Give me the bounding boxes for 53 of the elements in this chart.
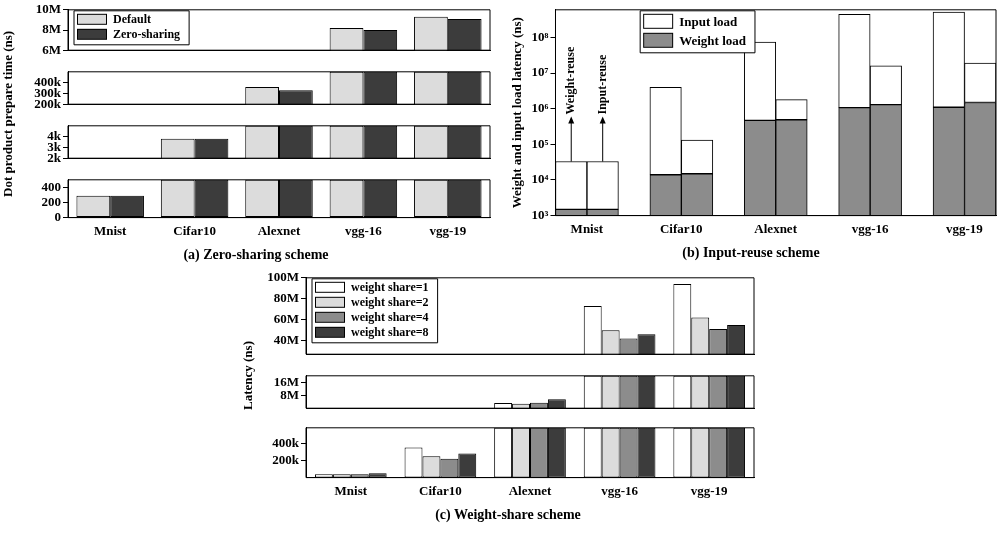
x-tick-label: Alexnet: [257, 222, 301, 238]
y-tick-label: 60M: [273, 311, 299, 327]
y-tick-label: 400k: [272, 434, 300, 450]
y-tick-label: 10⁸: [531, 28, 549, 44]
y-tick-label: 8M: [42, 21, 61, 37]
legend-label: Weight load: [679, 32, 747, 48]
x-tick-label: vgg-19: [690, 482, 729, 498]
y-tick-label: 10³: [531, 206, 549, 222]
x-tick-label: vgg-19: [946, 220, 984, 236]
x-tick-label: Mnist: [570, 220, 604, 236]
legend-label: Default: [113, 12, 151, 27]
x-tick-label: vgg-16: [601, 482, 639, 498]
text: (c) Weight-share scheme: [435, 507, 581, 524]
x-tick-label: Alexnet: [754, 220, 798, 236]
y-tick-label: 200: [41, 193, 61, 209]
text: (b) Input-reuse scheme: [682, 245, 820, 262]
y-tick-label: 10⁷: [531, 64, 549, 80]
legend-label: weight share=8: [351, 325, 429, 340]
y-tick-label: 100M: [267, 269, 299, 285]
annotation: Weight-reuse: [563, 46, 578, 115]
y-tick-label: 10⁵: [531, 135, 549, 151]
y-tick-label: 10⁴: [531, 171, 549, 187]
x-tick-label: Mnist: [334, 482, 368, 498]
legend-label: weight share=1: [351, 280, 429, 295]
y-tick-label: 10M: [35, 1, 61, 17]
x-tick-label: vgg-16: [344, 222, 383, 238]
y-axis-title: Latency (ns): [240, 340, 256, 413]
y-tick-label: 0: [54, 208, 61, 224]
x-tick-label: Mnist: [93, 222, 128, 238]
text: (a) Zero-sharing scheme: [183, 247, 329, 264]
y-tick-label: 8M: [280, 387, 299, 403]
legend-label: weight share=2: [351, 295, 429, 310]
y-axis-title: Dot product prepare time (ns): [0, 29, 16, 199]
x-tick-label: Cifar10: [419, 482, 462, 498]
y-tick-label: 16M: [273, 373, 299, 389]
y-axis-title: Weight and input load latency (ns): [509, 17, 525, 209]
y-tick-label: 4k: [47, 127, 62, 143]
legend-label: Input load: [679, 13, 739, 29]
x-tick-label: vgg-19: [429, 222, 467, 238]
y-tick-label: 80M: [273, 290, 299, 306]
x-tick-label: Cifar10: [659, 220, 703, 236]
legend-label: Zero-sharing: [113, 27, 181, 42]
x-tick-label: vgg-16: [851, 220, 889, 236]
y-tick-label: 400: [41, 178, 61, 194]
y-tick-label: 400k: [34, 73, 62, 89]
annotation: Input-reuse: [594, 54, 609, 115]
y-tick-label: 6M: [42, 41, 61, 57]
y-tick-label: 200k: [272, 451, 300, 467]
legend-label: weight share=4: [351, 310, 429, 325]
x-tick-label: Alexnet: [508, 482, 552, 498]
y-tick-label: 10⁶: [531, 100, 549, 116]
y-tick-label: 40M: [273, 331, 299, 347]
x-tick-label: Cifar10: [173, 222, 216, 238]
